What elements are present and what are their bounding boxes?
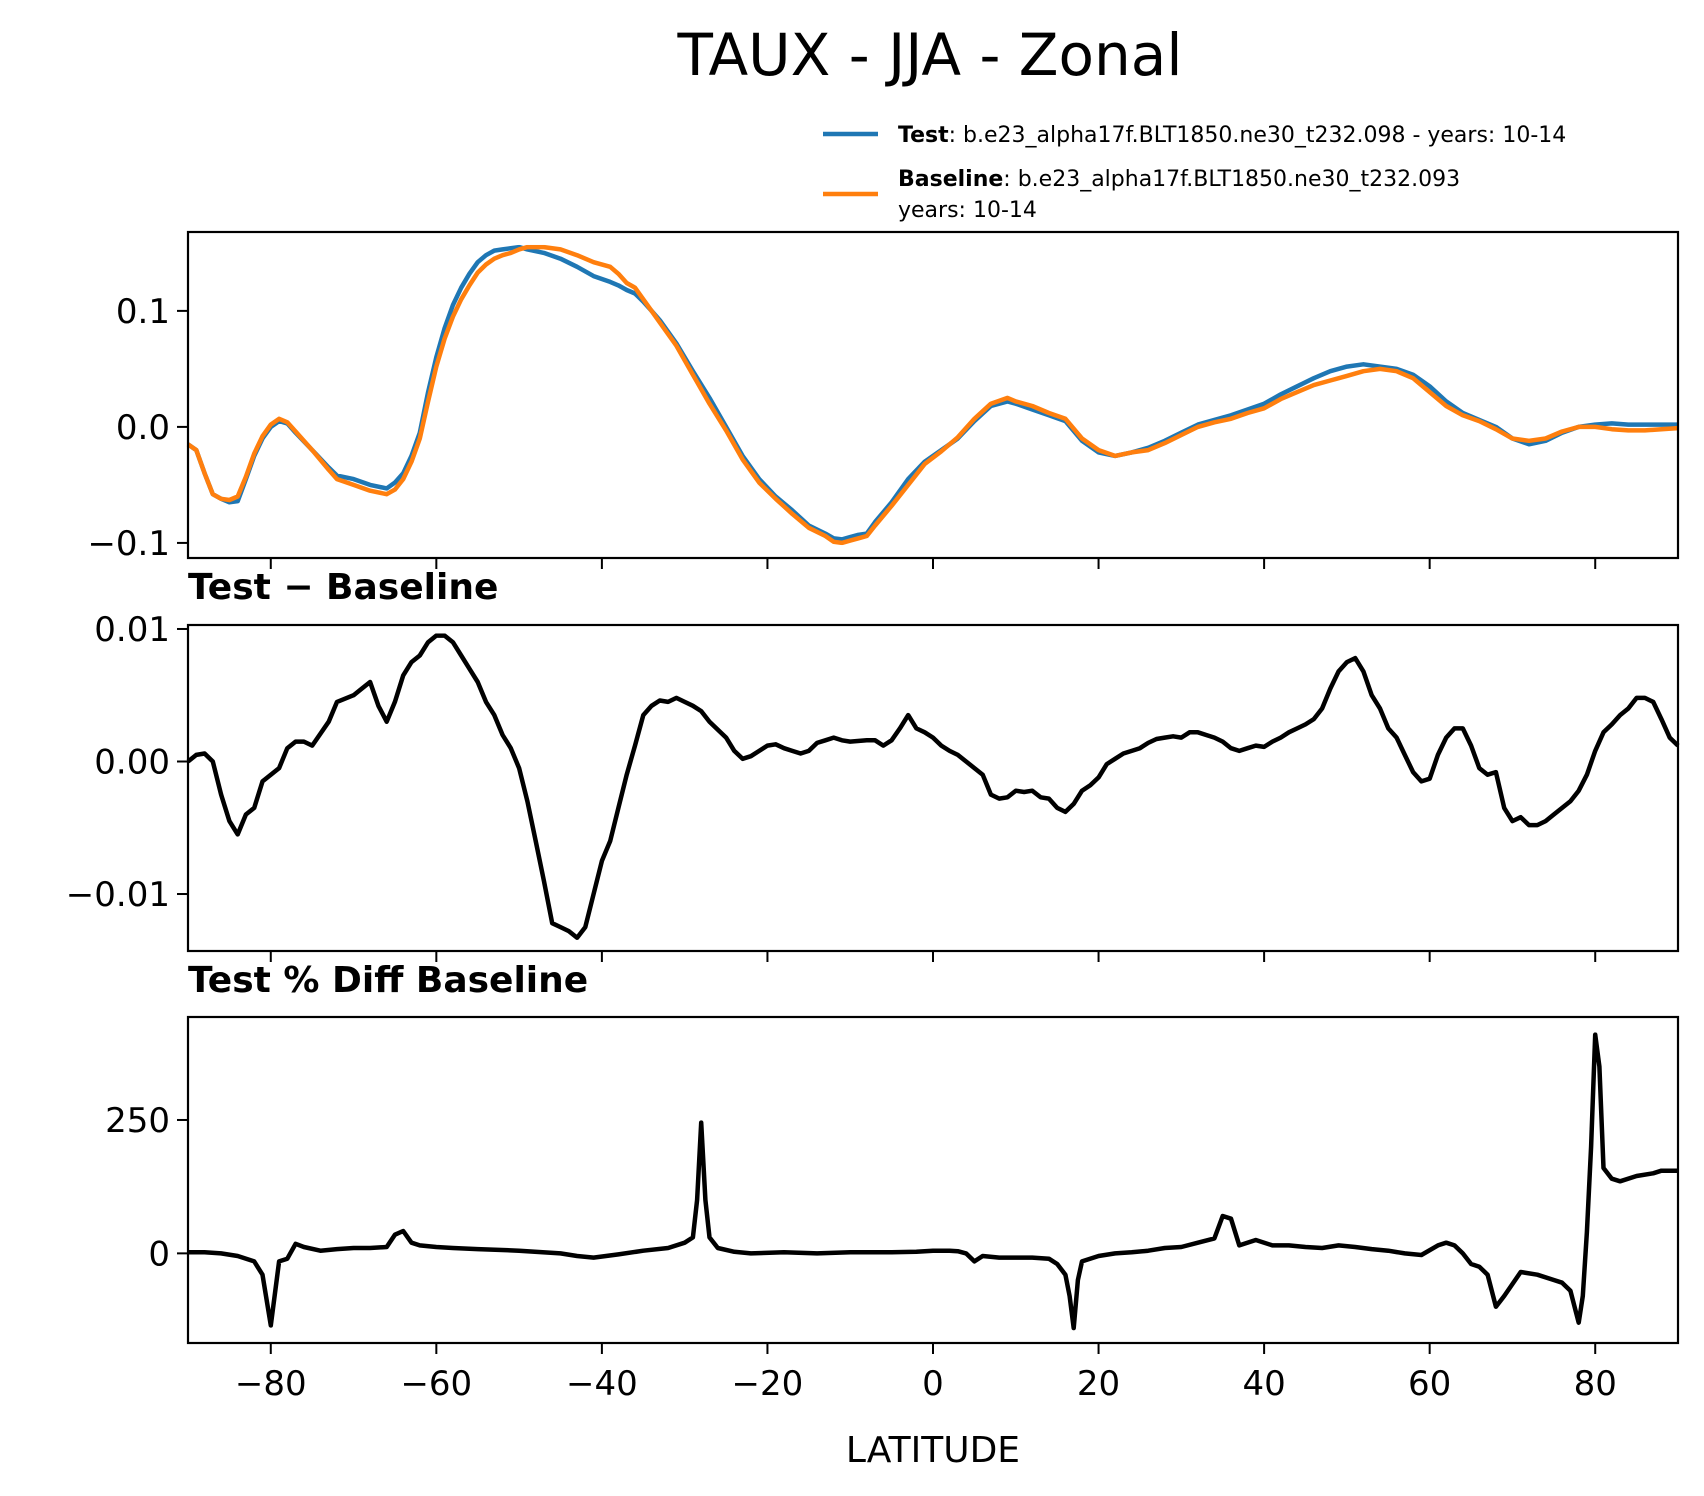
y-tick-label: 0.01 <box>94 610 170 650</box>
legend: Test: b.e23_alpha17f.BLT1850.ne30_t232.0… <box>823 123 1566 223</box>
y-tick-label: −0.1 <box>87 524 170 564</box>
legend-baseline-years: years: 10-14 <box>898 198 1037 223</box>
svg-text:Test: b.e23_alpha17f.BLT1850.n: Test: b.e23_alpha17f.BLT1850.ne30_t232.0… <box>898 123 1566 148</box>
plot-frame <box>186 1015 1680 1345</box>
legend-baseline-text: : b.e23_alpha17f.BLT1850.ne30_t232.093 <box>1003 167 1460 192</box>
legend-test-label: Test <box>898 123 949 148</box>
x-tick-label: 0 <box>922 1364 944 1404</box>
panel-2-title: Test − Baseline <box>188 567 498 608</box>
series-line-test <box>188 247 1678 539</box>
y-tick-label: 0.1 <box>116 292 170 332</box>
series-line-test-baseline <box>188 636 1678 938</box>
x-tick-label: −80 <box>235 1364 307 1404</box>
y-tick-label: −0.01 <box>66 875 170 915</box>
legend-baseline-label: Baseline <box>898 167 1003 192</box>
x-tick-label: −20 <box>732 1364 804 1404</box>
x-tick-label: −40 <box>566 1364 638 1404</box>
series-line-baseline <box>188 247 1678 543</box>
x-tick-label: 40 <box>1242 1364 1285 1404</box>
x-axis-label: LATITUDE <box>846 1430 1020 1471</box>
legend-test-text: : b.e23_alpha17f.BLT1850.ne30_t232.098 -… <box>949 123 1567 148</box>
x-tick-label: 80 <box>1574 1364 1617 1404</box>
series-line-test-diff-baseline <box>188 1035 1678 1329</box>
y-tick-label: 0.00 <box>94 742 170 782</box>
panel-1-zonal-means: −0.1 0.0 0.1 <box>87 230 1680 569</box>
panel-3-percent-diff: 0 250 −80 −60 −40 −20 0 20 40 60 80 <box>105 1015 1680 1404</box>
y-tick-label: 250 <box>105 1101 170 1141</box>
panel-2-difference: −0.01 0.00 0.01 <box>66 610 1678 962</box>
svg-text:Baseline: b.e23_alpha17f.BLT18: Baseline: b.e23_alpha17f.BLT1850.ne30_t2… <box>898 167 1460 192</box>
x-tick-label: −60 <box>400 1364 472 1404</box>
y-tick-label: 0 <box>148 1234 170 1274</box>
plot-frame <box>186 230 1680 560</box>
x-tick-label: 60 <box>1408 1364 1451 1404</box>
y-tick-label: 0.0 <box>116 408 170 448</box>
figure-title: TAUX - JJA - Zonal <box>677 21 1183 89</box>
plot-frame <box>186 623 1680 953</box>
x-tick-label: 20 <box>1077 1364 1120 1404</box>
panel-3-title: Test % Diff Baseline <box>188 960 588 1001</box>
